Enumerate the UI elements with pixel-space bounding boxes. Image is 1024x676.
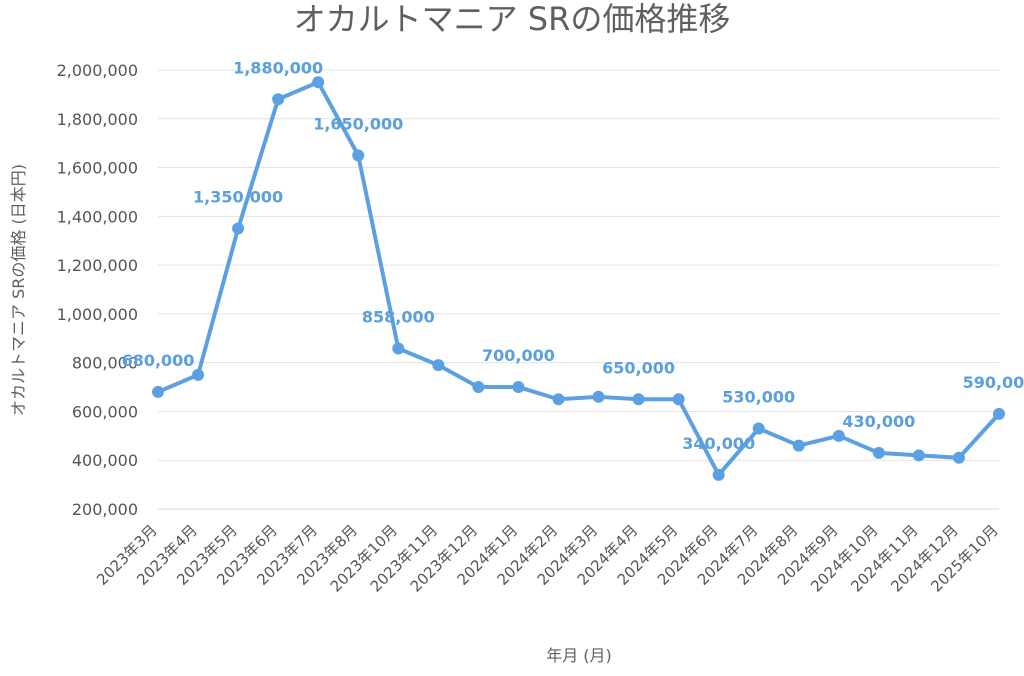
data-label: 650,000	[602, 358, 675, 377]
data-label: 1,350,000	[193, 188, 283, 207]
data-point	[432, 359, 445, 372]
data-point	[192, 368, 205, 381]
data-point	[392, 342, 405, 355]
data-point	[592, 390, 605, 403]
data-point	[872, 446, 885, 459]
y-tick-label: 1,600,000	[57, 159, 138, 178]
y-tick-label: 1,200,000	[57, 256, 138, 275]
data-point	[232, 222, 245, 235]
data-label: 1,650,000	[313, 114, 403, 133]
data-label: 430,000	[842, 412, 915, 431]
y-tick-label: 800,000	[72, 354, 138, 373]
data-point	[472, 381, 485, 394]
data-point	[512, 381, 525, 394]
data-point	[152, 385, 164, 398]
data-point	[832, 429, 845, 442]
y-tick-label: 400,000	[72, 451, 138, 470]
data-label: 858,000	[362, 308, 435, 327]
y-tick-label: 2,000,000	[57, 61, 138, 80]
y-tick-label: 200,000	[72, 500, 138, 519]
data-point	[952, 451, 965, 464]
data-point	[632, 393, 645, 406]
data-point	[912, 449, 925, 462]
data-point	[993, 407, 1005, 420]
chart-title: オカルトマニア SRの価格推移	[294, 0, 731, 38]
data-labels: 680,000 1,350,000 1,880,000 1,650,000 858,00…	[122, 58, 1024, 453]
y-tick-label: 600,000	[72, 402, 138, 421]
data-label: 700,000	[482, 346, 555, 365]
data-point	[672, 393, 685, 406]
price-series-line	[156, 80, 1001, 477]
y-tick-label: 1,400,000	[57, 207, 138, 226]
data-point	[752, 422, 765, 435]
data-point	[312, 76, 325, 89]
data-point	[272, 93, 285, 106]
data-label: 680,000	[122, 351, 195, 370]
y-axis-tick-labels: 200,000 400,000 600,000 800,000 1,000,000 1,2…	[57, 61, 138, 519]
data-label: 590,000	[963, 373, 1024, 392]
data-point	[712, 468, 725, 481]
data-label: 1,880,000	[233, 58, 323, 77]
x-axis-title: 年月 (月)	[546, 646, 612, 665]
x-axis-tick-labels: 2023年3月2023年4月2023年5月2023年6月2023年7月2023年…	[93, 521, 1002, 595]
data-point	[352, 149, 365, 162]
y-tick-label: 1,800,000	[57, 110, 138, 129]
data-point	[792, 439, 805, 452]
data-point	[552, 393, 565, 406]
gridlines	[158, 69, 999, 510]
data-label: 530,000	[722, 388, 795, 407]
y-tick-label: 1,000,000	[57, 305, 138, 324]
y-axis-title: オカルトマニア SRの価格 (日本円)	[9, 164, 28, 416]
data-points	[152, 76, 1005, 481]
data-label: 340,000	[682, 434, 755, 453]
